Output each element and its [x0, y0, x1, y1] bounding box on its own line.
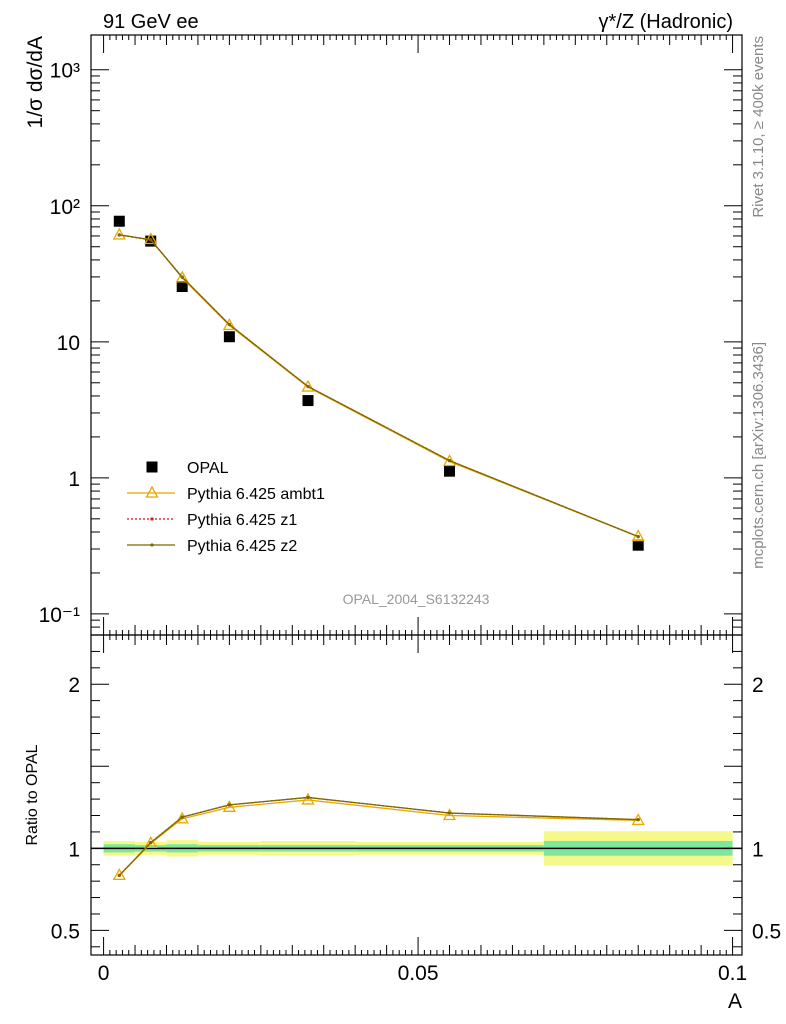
ratio-uncertainty-band: [91, 831, 742, 866]
main-pythia-6-425-ambt1-point: [301, 379, 315, 392]
main-pythia-6-425-z2-point: [447, 458, 452, 463]
legend: OPAL Pythia 6.425 ambt1 Pythia 6.425 z1 Pyt…: [127, 460, 325, 555]
ratio-plot-frame: [90, 634, 743, 956]
ratio-ylabel: Ratio to OPAL: [24, 744, 41, 845]
x-tick-label: 0.05: [398, 962, 439, 985]
x-tick-label: 0.1: [718, 962, 747, 985]
ratio-y-tick-label-right: 1: [752, 838, 764, 861]
ratio-pythia-6-425-z2-point: [117, 873, 121, 878]
legend-marker-pythia-6-425-z1: [150, 517, 154, 521]
ratio-y-tick-label: 1: [68, 838, 80, 861]
main-opal-point: [113, 215, 125, 227]
x-tick-label: 0: [98, 962, 110, 985]
legend-label-pythia-6-425-ambt1: Pythia 6.425 ambt1: [187, 486, 325, 503]
main-pythia-6-425-z2-point: [180, 275, 184, 279]
ratio-pythia-6-425-ambt1-point: [112, 868, 126, 881]
main-pythia-6-425-ambt1-point: [442, 454, 457, 467]
main-pythia-6-425-z2-point: [306, 384, 310, 389]
main-pythia-6-425-ambt1-point: [175, 270, 189, 283]
legend-marker-opal: [146, 461, 158, 473]
ratio-pythia-6-425-z2-point: [180, 815, 184, 819]
main-pythia-6-425-z2-point: [149, 238, 153, 242]
header-left-title: 91 GeV ee: [103, 11, 199, 33]
rivet-version-text: Rivet 3.1.10, ≥ 400k events: [750, 36, 767, 218]
main-pythia-6-425-ambt1-point: [112, 227, 126, 240]
main-pythia-6-425-z2-point: [636, 535, 640, 539]
header-right-title: γ*/Z (Hadronic): [599, 11, 733, 33]
analysis-id-watermark: OPAL_2004_S6132243: [343, 591, 490, 607]
main-pythia-6-425-ambt1-point: [144, 232, 158, 245]
tick-labels: 0 0.05 0.1 10⁻¹ 1 10 10² 10³ 0.5 0.5 1 1 2 2: [39, 60, 782, 985]
ratio-pythia-6-425-z2-point: [227, 803, 231, 807]
ratio-pythia-6-425-ambt1-point: [222, 799, 236, 812]
y-tick-label: 10³: [50, 60, 80, 83]
y-tick-label: 10: [57, 332, 80, 355]
main-opal-point: [302, 395, 314, 407]
ratio-y-tick-label-right: 2: [752, 674, 764, 697]
axes-ticks: [91, 35, 742, 955]
main-opal-point: [176, 281, 188, 293]
y-tick-label: 10⁻¹: [39, 604, 80, 627]
ratio-y-tick-label: 2: [68, 674, 80, 697]
legend-marker-pythia-6-425-z2: [150, 543, 154, 547]
main-opal-point: [632, 539, 644, 551]
main-pythia-6-425-ambt1-point: [222, 318, 236, 331]
legend-label-pythia-6-425-z1: Pythia 6.425 z1: [187, 512, 297, 529]
ratio-pythia-6-425-ambt1-point: [301, 792, 315, 805]
data-series: [112, 215, 645, 881]
ratio-pythia-6-425-z2-point: [636, 818, 640, 822]
ratio-pythia-6-425-z2-point: [149, 840, 153, 845]
main-opal-point: [223, 331, 235, 343]
legend-marker-pythia-6-425-ambt1: [145, 485, 159, 498]
ratio-pythia-6-425-ambt1-point: [144, 836, 158, 849]
ratio-y-tick-label-right: 0.5: [752, 920, 781, 943]
main-pythia-6-425-z2-point: [117, 233, 121, 237]
main-ylabel: 1/σ dσ/dA: [24, 36, 47, 128]
y-tick-label: 10²: [50, 196, 80, 219]
ratio-pythia-6-425-z2-point: [447, 811, 452, 815]
main-opal-point: [444, 465, 456, 477]
ratio-pythia-6-425-ambt1-point: [442, 808, 457, 821]
legend-label-opal: OPAL: [187, 460, 229, 477]
x-axis-label: A: [728, 990, 742, 1013]
ratio-y-tick-label: 0.5: [51, 920, 80, 943]
main-pythia-6-425-z2-point: [227, 322, 231, 327]
legend-label-pythia-6-425-z2: Pythia 6.425 z2: [187, 538, 297, 555]
mcplots-reference-text: mcplots.cern.ch [arXiv:1306.3436]: [750, 342, 767, 569]
ratio-pythia-6-425-ambt1-point: [175, 811, 189, 824]
ratio-pythia-6-425-z2-point: [306, 795, 310, 800]
y-tick-label: 1: [68, 468, 80, 491]
